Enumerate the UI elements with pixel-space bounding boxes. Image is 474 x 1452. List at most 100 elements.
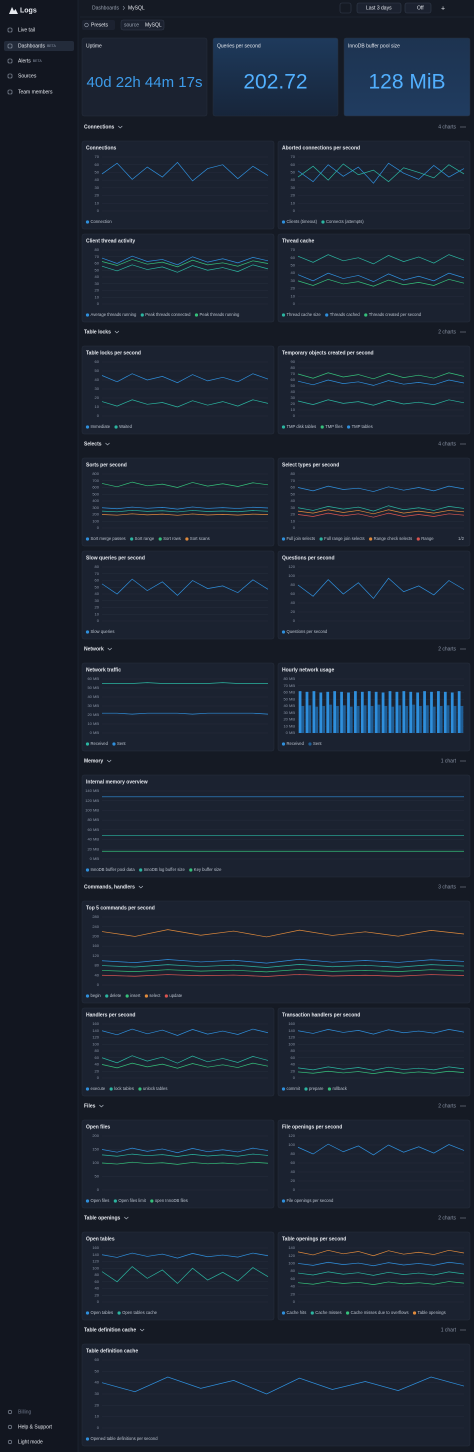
section-menu-dot[interactable] (462, 331, 464, 333)
nav-item[interactable]: Live tail (18, 27, 35, 33)
legend-label[interactable]: Full join selects (287, 536, 316, 541)
filter-chip[interactable] (120, 19, 165, 31)
legend-label[interactable]: Range check selects (374, 536, 413, 541)
legend-label[interactable]: begin (91, 993, 102, 998)
section-menu-dot[interactable] (462, 443, 464, 445)
legend-label[interactable]: Questions per second (287, 629, 328, 634)
legend-label[interactable]: Sort merge passes (91, 536, 126, 541)
legend-label[interactable]: Sort scans (190, 536, 210, 541)
section-menu-dot[interactable] (462, 760, 464, 762)
section-chevron[interactable] (124, 1216, 129, 1220)
section-chevron[interactable] (107, 647, 112, 651)
section-menu-dot[interactable] (460, 331, 462, 333)
legend-label[interactable]: TMP disk tables (287, 424, 317, 429)
legend-label[interactable]: Received (91, 741, 109, 746)
legend-label[interactable]: Slow queries (91, 629, 115, 634)
section-menu-dot[interactable] (460, 1105, 462, 1107)
legend-label[interactable]: Table openings (418, 1310, 446, 1315)
legend-label[interactable]: Cache hits (287, 1310, 307, 1315)
refresh[interactable]: Off (417, 6, 424, 12)
section-menu-dot[interactable] (460, 1217, 462, 1219)
legend-page[interactable]: 1/2 (458, 536, 464, 541)
section-menu-dot[interactable] (464, 1217, 466, 1219)
legend-label[interactable]: commit (287, 1086, 301, 1091)
footer-item[interactable]: Help & Support (18, 1424, 53, 1430)
section-menu-dot[interactable] (464, 1329, 466, 1331)
footer-item[interactable]: Light mode (18, 1439, 43, 1445)
legend-label[interactable]: Received (287, 741, 305, 746)
section-menu-dot[interactable] (462, 1329, 464, 1331)
legend-label[interactable]: select (149, 993, 161, 998)
legend-label[interactable]: Full range join selects (324, 536, 365, 541)
legend-label[interactable]: Sort rows (163, 536, 181, 541)
presets[interactable]: Presets (91, 23, 108, 29)
section-menu-dot[interactable] (460, 886, 462, 888)
section-chevron[interactable] (118, 125, 123, 129)
time-range[interactable]: Last 3 days (366, 6, 392, 12)
section-menu-dot[interactable] (460, 1329, 462, 1331)
legend-label[interactable]: lock tables (114, 1086, 134, 1091)
legend-label[interactable]: Thread cache size (287, 312, 322, 317)
presets-button[interactable] (82, 20, 115, 30)
legend-label[interactable]: Cache misses due to overflows (351, 1310, 409, 1315)
legend-label[interactable]: File openings per second (287, 1198, 334, 1203)
section-chevron[interactable] (105, 442, 110, 446)
legend-label[interactable]: TMP files (325, 424, 342, 429)
legend-label[interactable]: Average threads running (91, 312, 137, 317)
legend-label[interactable]: Open files limit (118, 1198, 146, 1203)
section-menu-dot[interactable] (462, 1105, 464, 1107)
section-title[interactable]: Table openings (84, 1215, 121, 1221)
section-menu-dot[interactable] (464, 126, 466, 128)
section-menu-dot[interactable] (460, 443, 462, 445)
legend-label[interactable]: Sort range (135, 536, 155, 541)
nav-item[interactable]: Sources (18, 73, 37, 79)
section-chevron[interactable] (99, 1104, 104, 1108)
section-title[interactable]: Selects (84, 441, 102, 447)
section-title[interactable]: Memory (84, 758, 103, 764)
legend-label[interactable]: Open tables cache (122, 1310, 158, 1315)
section-menu-dot[interactable] (460, 760, 462, 762)
legend-label[interactable]: Threads cached (330, 312, 361, 317)
legend-label[interactable]: insert (130, 993, 141, 998)
legend-label[interactable]: Immediate (91, 424, 111, 429)
legend-label[interactable]: Peak threads running (199, 312, 239, 317)
legend-label[interactable]: Sent (313, 741, 322, 746)
legend-label[interactable]: update (169, 993, 182, 998)
section-menu-dot[interactable] (464, 760, 466, 762)
legend-label[interactable]: Open files (91, 1198, 110, 1203)
section-chevron[interactable] (106, 759, 112, 763)
nav-item[interactable]: Team members (18, 89, 53, 95)
section-title[interactable]: Table locks (84, 329, 111, 335)
legend-label[interactable]: Connects (attempts) (326, 219, 364, 224)
section-menu-dot[interactable] (462, 1217, 464, 1219)
legend-label[interactable]: unlock tables (143, 1086, 167, 1091)
section-menu-dot[interactable] (462, 886, 464, 888)
legend-label[interactable]: Clients (timeout) (287, 219, 318, 224)
section-chevron[interactable] (114, 330, 120, 334)
section-menu-dot[interactable] (464, 1105, 466, 1107)
icon-button[interactable] (339, 2, 352, 14)
legend-label[interactable]: InnoDB log buffer size (144, 867, 186, 872)
legend-label[interactable]: delete (110, 993, 122, 998)
legend-label[interactable]: Connection (91, 219, 113, 224)
section-menu-dot[interactable] (462, 126, 464, 128)
legend-label[interactable]: execute (91, 1086, 106, 1091)
add-icon[interactable]: + (441, 5, 445, 12)
section-menu-dot[interactable] (460, 126, 462, 128)
section-chevron[interactable] (138, 885, 144, 889)
section-menu-dot[interactable] (464, 648, 466, 650)
legend-label[interactable]: rollback (332, 1086, 347, 1091)
legend-label[interactable]: Key buffer size (194, 867, 222, 872)
section-title[interactable]: Table definition cache (84, 1327, 136, 1333)
legend-label[interactable]: Waited (119, 424, 133, 429)
section-menu-dot[interactable] (464, 886, 466, 888)
refresh-button[interactable] (404, 2, 432, 14)
section-title[interactable]: Files (84, 1103, 96, 1109)
section-menu-dot[interactable] (462, 648, 464, 650)
section-chevron[interactable] (139, 1328, 145, 1332)
legend-label[interactable]: Range (421, 536, 434, 541)
legend-label[interactable]: InnoDB buffer pool data (91, 867, 136, 872)
legend-label[interactable]: TMP tables (352, 424, 373, 429)
section-menu-dot[interactable] (464, 331, 466, 333)
section-title[interactable]: Connections (84, 124, 114, 130)
